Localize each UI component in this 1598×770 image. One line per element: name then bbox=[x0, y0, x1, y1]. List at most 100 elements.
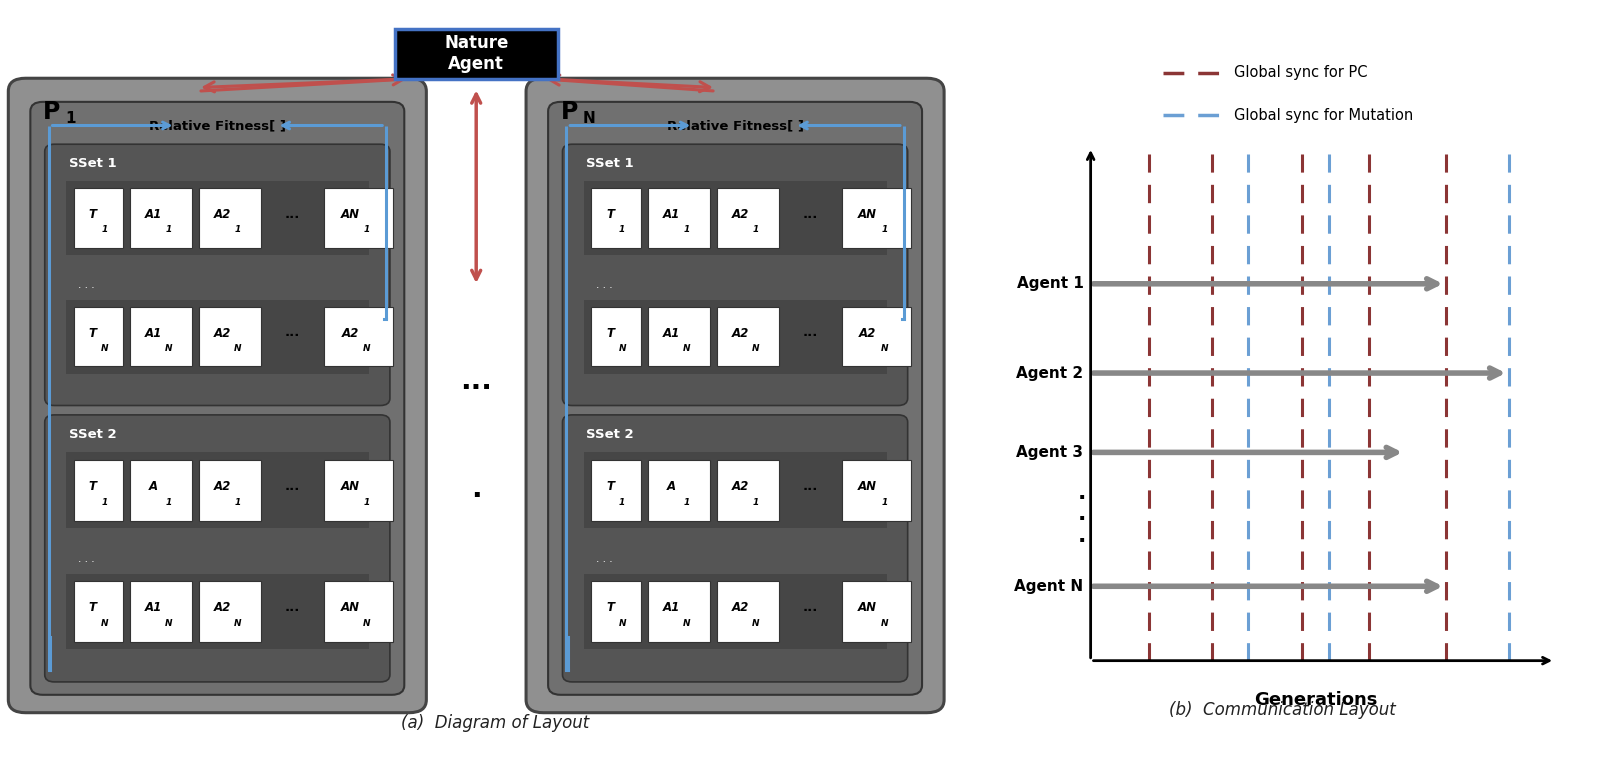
Text: .: . bbox=[1077, 526, 1085, 546]
Text: T: T bbox=[606, 601, 614, 614]
Text: T: T bbox=[606, 208, 614, 221]
Text: ...: ... bbox=[284, 326, 300, 340]
Text: . . .: . . . bbox=[596, 554, 612, 564]
Text: N: N bbox=[880, 344, 888, 353]
Text: A2: A2 bbox=[732, 326, 749, 340]
Bar bbox=[200, 460, 262, 521]
Text: T: T bbox=[606, 480, 614, 493]
Text: (b)  Communication Layout: (b) Communication Layout bbox=[1170, 701, 1395, 719]
Text: ...: ... bbox=[284, 208, 300, 221]
Text: N: N bbox=[101, 344, 109, 353]
FancyBboxPatch shape bbox=[30, 102, 404, 695]
Text: Relative Fitness[ ]: Relative Fitness[ ] bbox=[149, 119, 286, 132]
Text: A: A bbox=[149, 480, 158, 493]
Bar bbox=[842, 581, 911, 642]
Text: 1: 1 bbox=[235, 498, 241, 507]
Text: N: N bbox=[363, 344, 371, 353]
Text: A2: A2 bbox=[214, 601, 232, 614]
Text: N: N bbox=[751, 344, 759, 353]
Bar bbox=[718, 460, 780, 521]
Bar bbox=[591, 307, 641, 367]
Text: A2: A2 bbox=[214, 326, 232, 340]
Text: N: N bbox=[165, 344, 173, 353]
Text: 1: 1 bbox=[618, 498, 625, 507]
Bar bbox=[647, 581, 710, 642]
Text: T: T bbox=[606, 326, 614, 340]
Text: ...: ... bbox=[802, 480, 818, 493]
Text: 1: 1 bbox=[66, 111, 75, 126]
Text: N: N bbox=[583, 111, 596, 126]
Text: AN: AN bbox=[858, 480, 877, 493]
Text: 1: 1 bbox=[684, 226, 690, 234]
Bar bbox=[74, 460, 123, 521]
Text: Nature
Agent: Nature Agent bbox=[444, 35, 508, 73]
Text: ...: ... bbox=[284, 480, 300, 493]
FancyBboxPatch shape bbox=[562, 144, 908, 406]
Bar bbox=[324, 581, 393, 642]
Bar bbox=[324, 460, 393, 521]
Text: 1: 1 bbox=[684, 498, 690, 507]
Text: Global sync for Mutation: Global sync for Mutation bbox=[1234, 108, 1414, 122]
Text: Agent 3: Agent 3 bbox=[1016, 445, 1083, 460]
Text: AN: AN bbox=[340, 208, 360, 221]
Text: Agent 2: Agent 2 bbox=[1016, 366, 1083, 380]
Text: A2: A2 bbox=[860, 326, 876, 340]
Text: 1: 1 bbox=[753, 498, 759, 507]
Text: N: N bbox=[682, 344, 690, 353]
Text: 1: 1 bbox=[363, 498, 369, 507]
Bar bbox=[842, 307, 911, 367]
Text: ...: ... bbox=[284, 601, 300, 614]
Text: 1: 1 bbox=[880, 498, 887, 507]
Text: P: P bbox=[43, 100, 61, 124]
Text: N: N bbox=[363, 619, 371, 628]
Text: . . .: . . . bbox=[78, 280, 94, 290]
Text: ...: ... bbox=[802, 601, 818, 614]
Text: A2: A2 bbox=[732, 208, 749, 221]
Text: A1: A1 bbox=[663, 208, 681, 221]
Text: A1: A1 bbox=[663, 601, 681, 614]
Text: A2: A2 bbox=[732, 601, 749, 614]
Bar bbox=[200, 189, 262, 248]
Text: ...: ... bbox=[802, 208, 818, 221]
Bar bbox=[842, 189, 911, 248]
Bar bbox=[395, 28, 558, 79]
Text: N: N bbox=[880, 619, 888, 628]
Bar bbox=[591, 189, 641, 248]
Bar bbox=[74, 307, 123, 367]
Text: A1: A1 bbox=[663, 326, 681, 340]
Bar bbox=[842, 460, 911, 521]
Text: A1: A1 bbox=[145, 601, 163, 614]
Text: Agent 1: Agent 1 bbox=[1016, 276, 1083, 291]
Bar bbox=[718, 581, 780, 642]
Text: T: T bbox=[88, 208, 96, 221]
Text: ...: ... bbox=[802, 326, 818, 340]
Text: A2: A2 bbox=[732, 480, 749, 493]
Text: 1: 1 bbox=[880, 226, 887, 234]
Bar bbox=[324, 307, 393, 367]
Text: A1: A1 bbox=[145, 208, 163, 221]
Bar bbox=[66, 181, 369, 255]
Bar bbox=[324, 189, 393, 248]
Text: .: . bbox=[1077, 504, 1085, 524]
Text: Global sync for PC: Global sync for PC bbox=[1234, 65, 1368, 80]
Text: P: P bbox=[561, 100, 578, 124]
Text: A2: A2 bbox=[214, 208, 232, 221]
Bar bbox=[718, 189, 780, 248]
FancyBboxPatch shape bbox=[8, 79, 427, 713]
Bar bbox=[129, 460, 192, 521]
Text: AN: AN bbox=[340, 480, 360, 493]
Text: N: N bbox=[101, 619, 109, 628]
Text: A1: A1 bbox=[145, 326, 163, 340]
Bar bbox=[200, 307, 262, 367]
Bar bbox=[200, 581, 262, 642]
Text: N: N bbox=[618, 344, 626, 353]
Bar bbox=[718, 307, 780, 367]
Text: . . .: . . . bbox=[596, 280, 612, 290]
FancyBboxPatch shape bbox=[526, 79, 944, 713]
Text: SSet 2: SSet 2 bbox=[69, 428, 117, 440]
Bar bbox=[583, 300, 887, 373]
Bar bbox=[647, 189, 710, 248]
FancyBboxPatch shape bbox=[548, 102, 922, 695]
FancyBboxPatch shape bbox=[45, 415, 390, 682]
Bar bbox=[647, 307, 710, 367]
